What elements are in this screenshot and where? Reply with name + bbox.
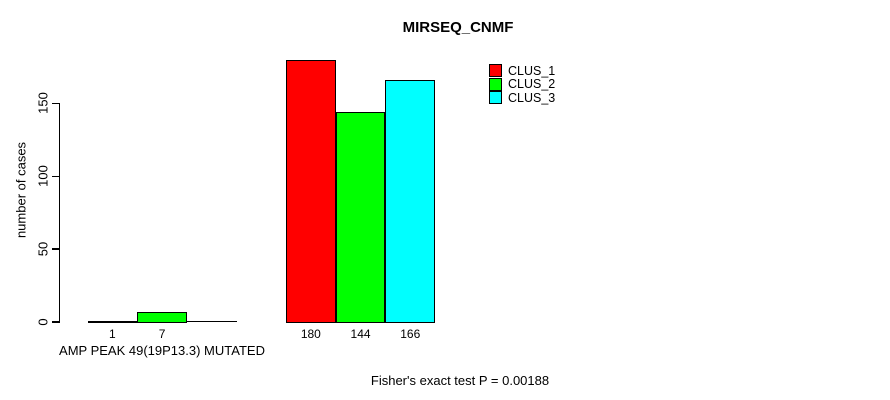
bar-value-label: 7 (158, 327, 166, 341)
stat-caption: Fisher's exact test P = 0.00188 (370, 373, 550, 388)
x-axis-title: AMP PEAK 49(19P13.3) MUTATED (59, 343, 265, 358)
legend-item: CLUS_2 (489, 77, 556, 92)
y-tick (52, 321, 59, 323)
legend-swatch-clus3-icon (489, 91, 502, 105)
bar-value-label: 180 (300, 327, 321, 341)
legend-label: CLUS_1 (508, 63, 556, 78)
bar-value-label: 144 (350, 327, 371, 341)
y-tick-label: 100 (35, 165, 51, 188)
y-tick-label: 150 (35, 92, 51, 115)
y-tick (52, 102, 59, 104)
chart-title: MIRSEQ_CNMF (402, 19, 514, 36)
legend: CLUS_1 CLUS_2 CLUS_3 (489, 64, 555, 105)
legend-label: CLUS_3 (508, 90, 556, 105)
bar-clus_1-group2 (286, 59, 336, 323)
legend-swatch-clus1-icon (489, 64, 502, 78)
legend-item: CLUS_3 (489, 91, 555, 105)
legend-swatch-clus2-icon (489, 77, 502, 91)
y-tick (52, 248, 59, 250)
bar-clus_1-group1 (87, 320, 138, 323)
y-axis-line (59, 103, 61, 323)
bar-value-label: 166 (400, 327, 421, 341)
bar-clus_3-group2 (385, 79, 436, 323)
bar-clus_2-group1 (137, 311, 187, 323)
bar-value-label: 1 (109, 327, 116, 341)
bar-clus_2-group2 (335, 112, 386, 323)
y-tick (52, 175, 59, 177)
y-tick-label: 0 (35, 318, 51, 326)
legend-item: CLUS_1 (489, 64, 555, 78)
legend-label: CLUS_2 (508, 77, 556, 92)
y-tick-label: 50 (35, 241, 51, 257)
